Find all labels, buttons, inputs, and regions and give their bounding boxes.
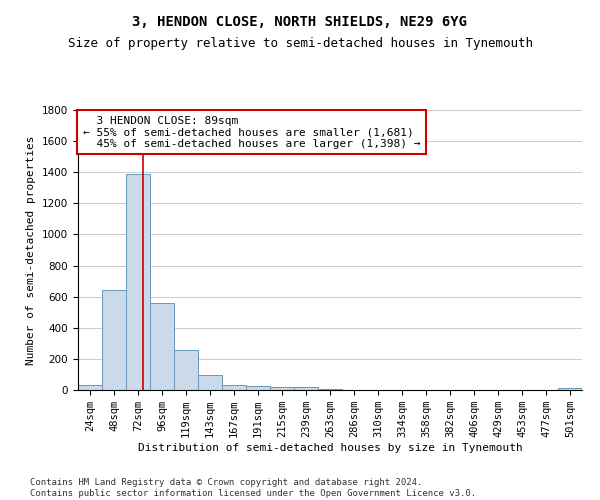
Text: Size of property relative to semi-detached houses in Tynemouth: Size of property relative to semi-detach… [67,38,533,51]
Text: 3, HENDON CLOSE, NORTH SHIELDS, NE29 6YG: 3, HENDON CLOSE, NORTH SHIELDS, NE29 6YG [133,15,467,29]
X-axis label: Distribution of semi-detached houses by size in Tynemouth: Distribution of semi-detached houses by … [137,443,523,453]
Bar [174,350,198,390]
Bar [294,387,318,390]
Bar [558,388,582,390]
Text: Contains HM Land Registry data © Crown copyright and database right 2024.
Contai: Contains HM Land Registry data © Crown c… [30,478,476,498]
Bar [198,375,222,390]
Bar [150,303,174,390]
Bar [102,290,126,390]
Bar [78,386,102,390]
Bar [246,386,270,390]
Bar [222,384,246,390]
Text: 3 HENDON CLOSE: 89sqm
← 55% of semi-detached houses are smaller (1,681)
  45% of: 3 HENDON CLOSE: 89sqm ← 55% of semi-deta… [83,116,421,149]
Bar [126,174,150,390]
Bar [270,387,294,390]
Bar [318,389,342,390]
Y-axis label: Number of semi-detached properties: Number of semi-detached properties [26,135,37,365]
